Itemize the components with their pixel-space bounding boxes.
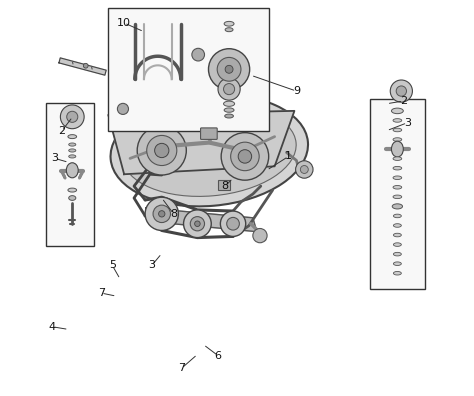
Circle shape — [190, 217, 204, 231]
Circle shape — [296, 161, 313, 178]
Circle shape — [218, 78, 240, 100]
Circle shape — [112, 98, 134, 120]
Ellipse shape — [393, 185, 402, 189]
Ellipse shape — [69, 149, 76, 152]
Text: 2: 2 — [58, 126, 65, 136]
Circle shape — [209, 49, 250, 90]
Circle shape — [145, 197, 178, 230]
Circle shape — [155, 143, 169, 158]
Ellipse shape — [224, 21, 234, 26]
Ellipse shape — [393, 128, 402, 132]
Ellipse shape — [66, 163, 78, 178]
Ellipse shape — [393, 157, 402, 160]
Ellipse shape — [393, 262, 401, 265]
Circle shape — [301, 166, 308, 173]
Circle shape — [238, 150, 252, 163]
FancyBboxPatch shape — [201, 128, 217, 139]
Ellipse shape — [393, 166, 402, 170]
Circle shape — [390, 80, 412, 102]
Ellipse shape — [393, 233, 401, 237]
Ellipse shape — [392, 141, 403, 157]
Ellipse shape — [224, 101, 235, 107]
Ellipse shape — [393, 176, 402, 179]
Ellipse shape — [393, 252, 401, 256]
Circle shape — [225, 65, 233, 73]
Ellipse shape — [393, 138, 402, 141]
Ellipse shape — [224, 108, 234, 112]
Ellipse shape — [68, 188, 77, 192]
Ellipse shape — [393, 224, 401, 227]
Polygon shape — [108, 111, 294, 174]
Text: 7: 7 — [178, 363, 185, 373]
Ellipse shape — [69, 196, 76, 200]
Circle shape — [253, 228, 267, 243]
Text: 7: 7 — [98, 288, 105, 298]
Text: 8: 8 — [221, 181, 228, 191]
Circle shape — [185, 41, 212, 68]
Ellipse shape — [122, 105, 296, 196]
Circle shape — [221, 133, 269, 180]
Text: 9: 9 — [293, 86, 300, 96]
Text: 6: 6 — [215, 350, 221, 361]
Ellipse shape — [393, 243, 401, 246]
Text: 2: 2 — [400, 96, 407, 106]
Bar — [46, 103, 94, 246]
Text: 8: 8 — [170, 209, 177, 219]
Ellipse shape — [110, 95, 308, 206]
Bar — [218, 180, 230, 190]
Ellipse shape — [393, 195, 402, 199]
Circle shape — [195, 221, 200, 227]
Ellipse shape — [392, 108, 403, 114]
Circle shape — [227, 217, 239, 230]
Ellipse shape — [69, 143, 76, 146]
Ellipse shape — [225, 28, 233, 32]
Circle shape — [159, 211, 165, 217]
Circle shape — [396, 86, 407, 96]
Circle shape — [153, 205, 171, 223]
Polygon shape — [59, 58, 106, 75]
Circle shape — [118, 103, 128, 114]
Text: 3: 3 — [404, 118, 411, 128]
Text: 1: 1 — [285, 151, 292, 162]
Ellipse shape — [393, 119, 402, 122]
Circle shape — [137, 126, 186, 175]
Text: 3: 3 — [148, 260, 155, 270]
Ellipse shape — [69, 155, 76, 158]
Text: 5: 5 — [109, 260, 116, 270]
Ellipse shape — [393, 214, 401, 218]
Circle shape — [183, 210, 211, 238]
Circle shape — [147, 135, 177, 166]
Ellipse shape — [68, 135, 77, 139]
Text: 10: 10 — [117, 18, 131, 28]
Circle shape — [192, 48, 204, 61]
Text: 4: 4 — [48, 322, 55, 332]
Circle shape — [67, 111, 78, 122]
Circle shape — [220, 211, 246, 236]
Bar — [108, 8, 269, 131]
Ellipse shape — [393, 272, 401, 275]
Polygon shape — [146, 208, 257, 232]
Ellipse shape — [392, 204, 402, 209]
Circle shape — [60, 105, 84, 129]
Bar — [370, 99, 425, 289]
Ellipse shape — [225, 114, 233, 118]
Circle shape — [224, 84, 235, 95]
Circle shape — [217, 57, 241, 81]
Circle shape — [231, 142, 259, 171]
Circle shape — [83, 63, 88, 68]
Text: 3: 3 — [51, 153, 58, 164]
